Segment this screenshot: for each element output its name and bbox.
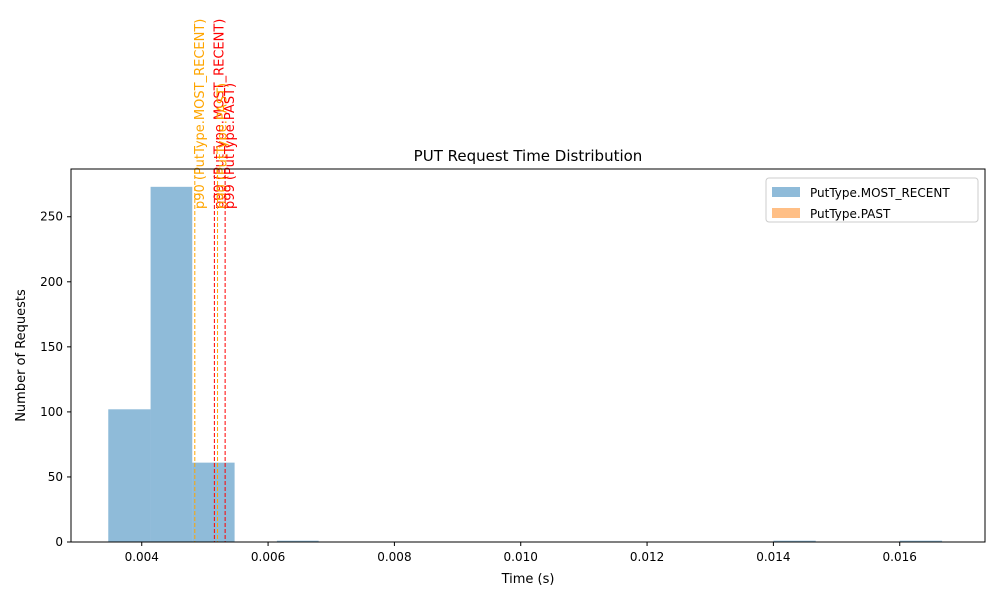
percentile-label: p99 (PutType.PAST)	[223, 83, 238, 209]
x-axis-ticks: 0.004 0.006 0.008 0.010 0.012 0.014 0.016	[125, 542, 917, 564]
x-tick-label: 0.010	[504, 550, 538, 564]
y-tick-label: 250	[40, 210, 63, 224]
y-tick-label: 50	[48, 470, 63, 484]
y-tick-label: 200	[40, 275, 63, 289]
chart-title: PUT Request Time Distribution	[414, 147, 643, 165]
histogram-bar	[276, 540, 319, 542]
percentile-label: p90 (PutType.PAST)	[216, 83, 231, 209]
legend-swatch-past	[772, 208, 800, 218]
x-tick-label: 0.012	[630, 550, 664, 564]
legend-label-past: PutType.PAST	[810, 207, 891, 221]
x-tick-label: 0.004	[125, 550, 159, 564]
y-tick-label: 150	[40, 340, 63, 354]
y-axis-label: Number of Requests	[14, 289, 29, 422]
legend: PutType.MOST_RECENT PutType.PAST	[765, 177, 979, 223]
x-tick-label: 0.008	[377, 550, 411, 564]
legend-frame	[765, 177, 979, 223]
histogram-bar	[899, 540, 943, 542]
histogram-bar	[773, 540, 816, 542]
percentile-label: p99 (PutType.MOST_RECENT)	[212, 19, 227, 209]
legend-label-most-recent: PutType.MOST_RECENT	[810, 186, 950, 200]
legend-swatch-most-recent	[772, 187, 800, 197]
histogram-bar	[150, 186, 193, 542]
x-tick-label: 0.016	[883, 550, 917, 564]
x-tick-label: 0.006	[251, 550, 285, 564]
y-tick-label: 0	[55, 535, 63, 549]
histogram-bar	[108, 409, 151, 542]
bars-layer	[108, 186, 943, 542]
y-tick-label: 100	[40, 405, 63, 419]
histogram-bar	[192, 462, 235, 542]
y-axis-ticks: 0 50 100 150 200 250	[40, 210, 71, 549]
x-tick-label: 0.014	[756, 550, 790, 564]
plot-frame	[70, 168, 986, 543]
x-axis-label: Time (s)	[501, 572, 555, 587]
percentile-lines-layer: p90 (PutType.MOST_RECENT) p99 (PutType.MO…	[193, 19, 238, 542]
percentile-label: p90 (PutType.MOST_RECENT)	[193, 19, 208, 209]
